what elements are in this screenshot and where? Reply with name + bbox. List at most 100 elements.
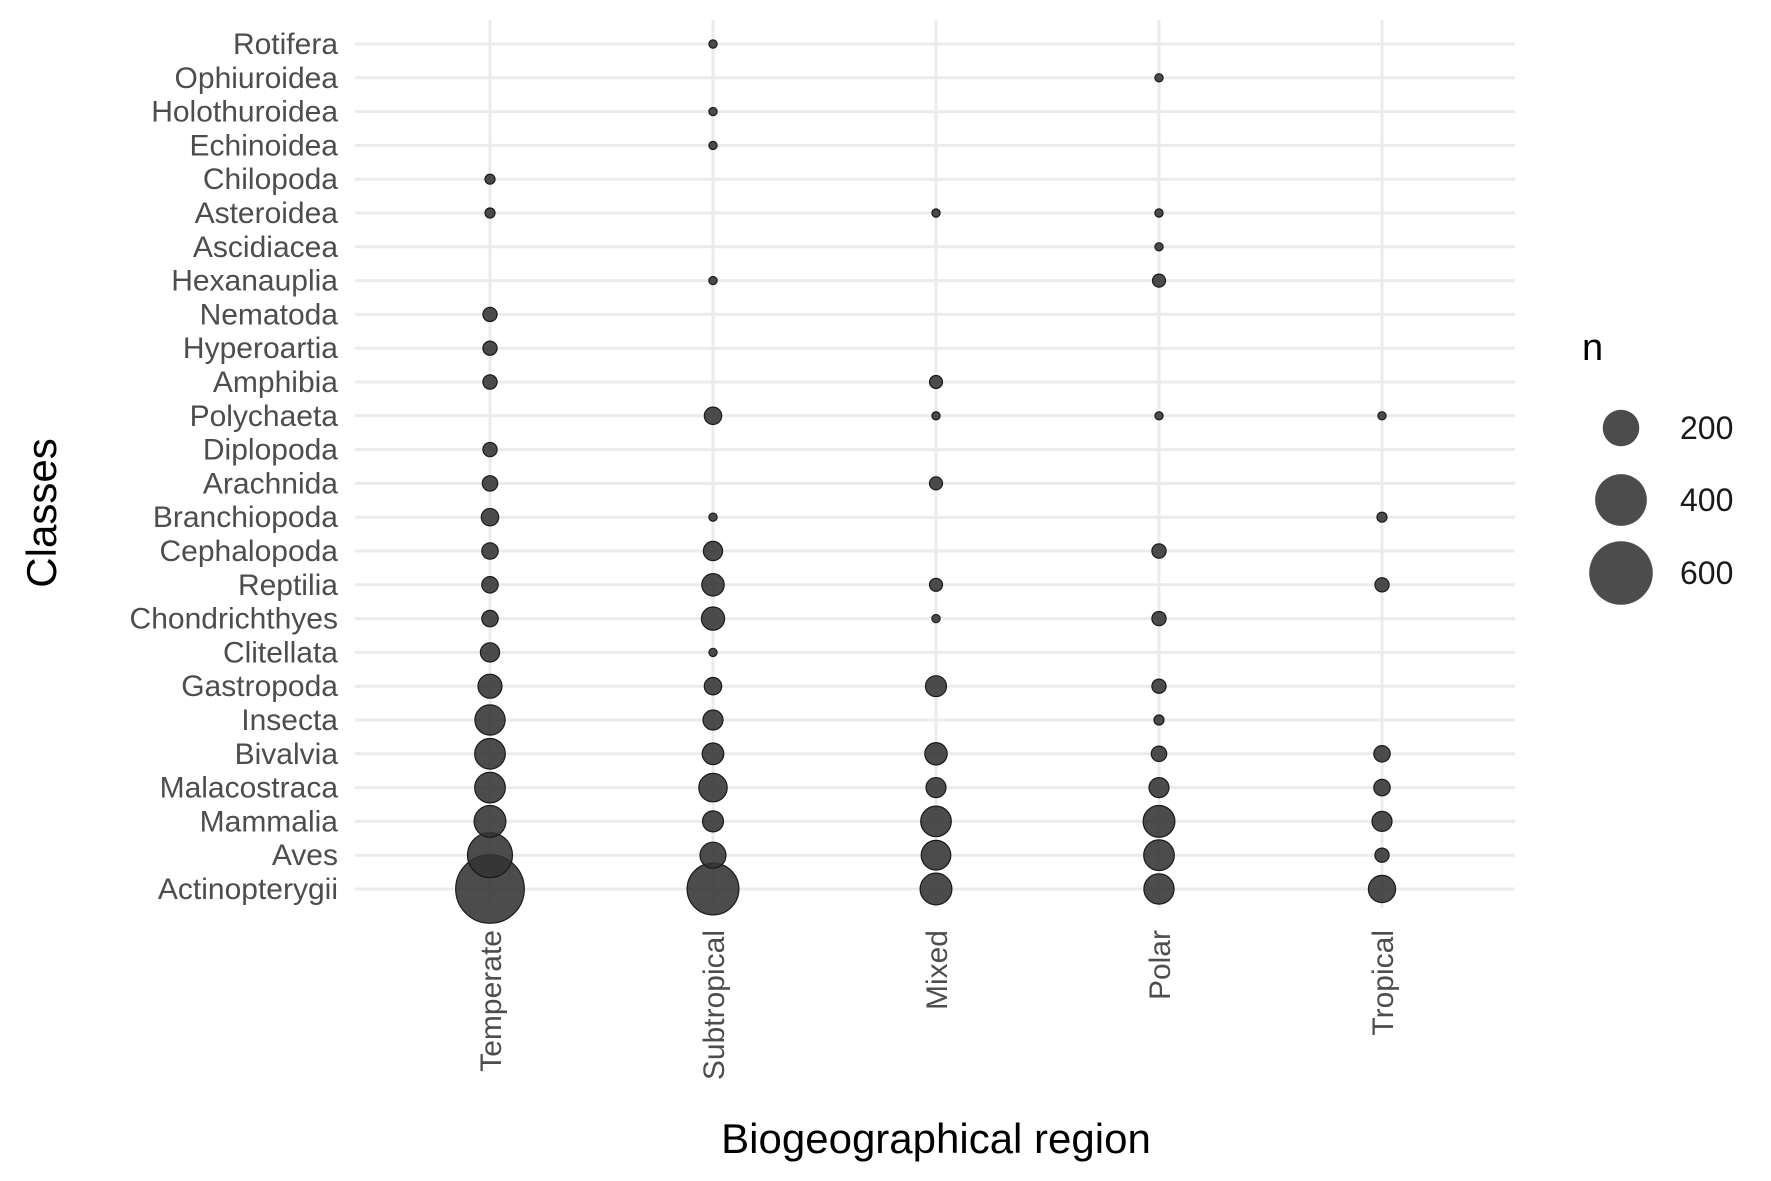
y-tick-label: Hexanauplia xyxy=(171,265,338,298)
data-point xyxy=(920,805,952,838)
data-point xyxy=(1373,744,1391,763)
data-point xyxy=(708,275,718,286)
data-point xyxy=(1151,273,1167,288)
data-point xyxy=(699,841,727,869)
y-tick-label: Cephalopoda xyxy=(160,535,339,568)
data-point xyxy=(484,207,496,219)
data-point xyxy=(702,709,724,731)
x-tick-label: Tropical xyxy=(1367,930,1400,1036)
data-point xyxy=(701,572,725,597)
legend-title: n xyxy=(1582,327,1603,369)
data-point xyxy=(919,872,953,906)
y-tick-label: Arachnida xyxy=(203,467,338,500)
data-point xyxy=(1154,73,1164,83)
y-tick-label: Mammalia xyxy=(200,805,339,838)
data-point xyxy=(1154,242,1164,252)
y-tick-label: Nematoda xyxy=(200,298,339,331)
data-point xyxy=(931,613,941,624)
y-tick-label: Insecta xyxy=(241,704,338,737)
legend-key-label: 200 xyxy=(1680,410,1733,446)
data-point xyxy=(481,542,499,560)
y-tick-label: Branchiopoda xyxy=(153,501,338,534)
legend-key-circle xyxy=(1595,474,1647,526)
data-point xyxy=(931,411,941,421)
data-point xyxy=(477,673,503,699)
data-point xyxy=(703,406,723,426)
legend-key-circle xyxy=(1602,409,1640,447)
data-point xyxy=(1371,810,1393,833)
data-point xyxy=(701,810,725,833)
data-point xyxy=(924,675,948,698)
data-point xyxy=(928,476,944,491)
size-legend: n 200 400 600 xyxy=(1582,327,1733,605)
y-tick-label: Hyperoartia xyxy=(183,332,338,365)
data-point xyxy=(1151,610,1167,627)
data-point xyxy=(481,609,499,628)
y-tick-label: Reptilia xyxy=(238,569,338,602)
data-point xyxy=(1151,543,1167,559)
y-tick-labels: ActinopterygiiAvesMammaliaMalacostracaBi… xyxy=(130,28,339,906)
data-point xyxy=(931,208,941,218)
y-tick-label: Chondrichthyes xyxy=(130,603,338,636)
data-point xyxy=(1148,776,1170,799)
y-tick-label: Echinoidea xyxy=(190,129,339,162)
y-tick-label: Chilopoda xyxy=(203,163,338,196)
y-tick-label: Malacostraca xyxy=(160,772,339,805)
y-tick-label: Gastropoda xyxy=(181,670,338,703)
y-tick-label: Ophiuroidea xyxy=(175,62,339,95)
data-point xyxy=(920,839,952,871)
data-point xyxy=(482,441,498,458)
x-tick-label: Polar xyxy=(1144,930,1177,1000)
data-point xyxy=(482,306,498,323)
data-point xyxy=(1153,714,1165,726)
x-tick-label: Subtropical xyxy=(698,930,731,1080)
data-point xyxy=(474,704,506,736)
data-points xyxy=(455,39,1397,924)
data-point xyxy=(698,772,728,803)
data-point xyxy=(1143,873,1175,905)
x-gridlines xyxy=(488,20,1384,908)
data-point xyxy=(924,741,948,766)
data-point xyxy=(925,776,947,799)
data-point xyxy=(708,647,718,658)
y-tick-label: Bivalvia xyxy=(235,738,339,771)
data-point xyxy=(708,512,718,522)
data-point xyxy=(1151,678,1167,694)
data-point xyxy=(686,862,740,916)
data-point xyxy=(701,742,725,766)
data-point xyxy=(473,804,507,838)
x-tick-labels: Temperate Subtropical Mixed Polar Tropical xyxy=(475,930,1400,1080)
y-axis-title: Classes xyxy=(18,438,65,587)
data-point xyxy=(474,771,506,804)
data-point xyxy=(702,540,724,562)
legend-key-circle xyxy=(1589,541,1653,605)
y-tick-label: Diplopoda xyxy=(203,434,338,467)
data-point xyxy=(1376,511,1388,523)
data-point xyxy=(474,737,506,770)
data-point xyxy=(481,575,499,594)
data-point xyxy=(482,340,498,356)
data-point xyxy=(1374,847,1390,863)
x-tick-label: Mixed xyxy=(921,930,954,1010)
data-point xyxy=(480,507,500,527)
data-point xyxy=(1142,804,1176,838)
y-tick-label: Clitellata xyxy=(223,636,338,669)
data-point xyxy=(1143,839,1175,872)
data-point xyxy=(703,676,723,696)
data-point xyxy=(928,374,944,390)
data-point xyxy=(466,832,514,879)
data-point xyxy=(928,577,944,592)
data-point xyxy=(1373,778,1391,797)
x-axis-title: Biogeographical region xyxy=(721,1115,1151,1162)
data-point xyxy=(700,606,726,631)
data-point xyxy=(708,39,718,49)
y-tick-label: Ascidiacea xyxy=(193,231,338,264)
y-tick-label: Asteroidea xyxy=(195,197,339,230)
data-point xyxy=(708,106,718,117)
legend-key-label: 400 xyxy=(1680,482,1733,518)
data-point xyxy=(1154,411,1164,421)
data-point xyxy=(482,374,498,390)
data-point xyxy=(484,173,496,185)
data-point xyxy=(481,475,499,492)
data-point xyxy=(1150,745,1168,763)
